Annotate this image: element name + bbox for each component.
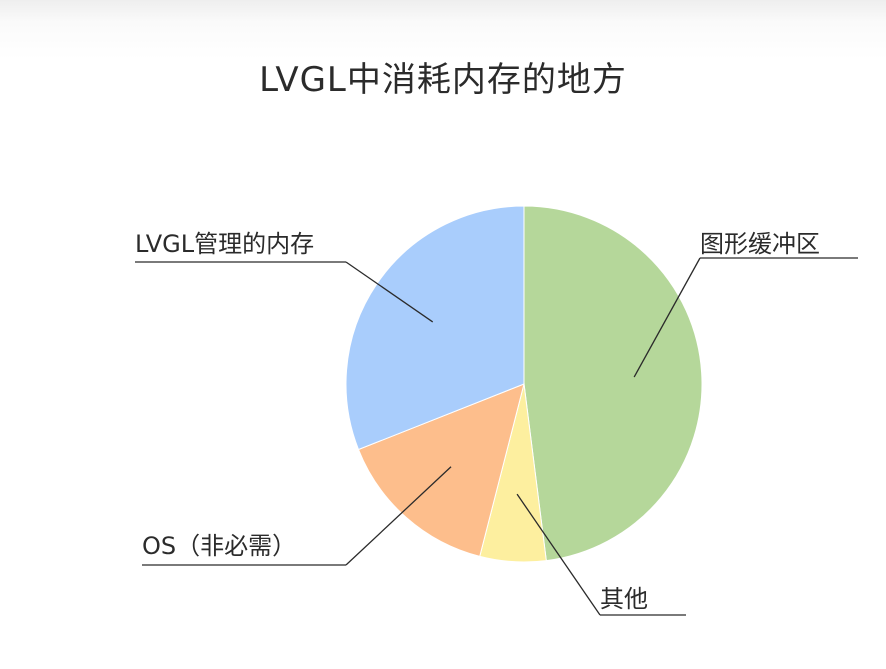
leader-line: [345, 261, 434, 323]
slice-label: LVGL管理的内存: [135, 230, 314, 258]
leader-line: [516, 493, 601, 616]
slice-label: 图形缓冲区: [700, 230, 820, 258]
pie-slice: [523, 205, 703, 562]
leader-lines: [135, 257, 858, 616]
pie-slice: [357, 383, 525, 558]
slice-label: 其他: [600, 585, 648, 613]
chart-title: LVGL中消耗内存的地方: [259, 60, 627, 100]
leader-line: [345, 466, 452, 566]
leader-line: [633, 257, 701, 378]
pie-slices: [345, 205, 703, 563]
slice-label: OS（非必需）: [142, 532, 296, 560]
